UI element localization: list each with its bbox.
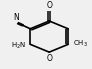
Text: H$_2$N: H$_2$N bbox=[11, 41, 26, 51]
Text: O: O bbox=[46, 1, 52, 10]
Text: O: O bbox=[46, 54, 52, 63]
Text: CH$_3$: CH$_3$ bbox=[73, 39, 88, 49]
Text: N: N bbox=[13, 13, 19, 22]
